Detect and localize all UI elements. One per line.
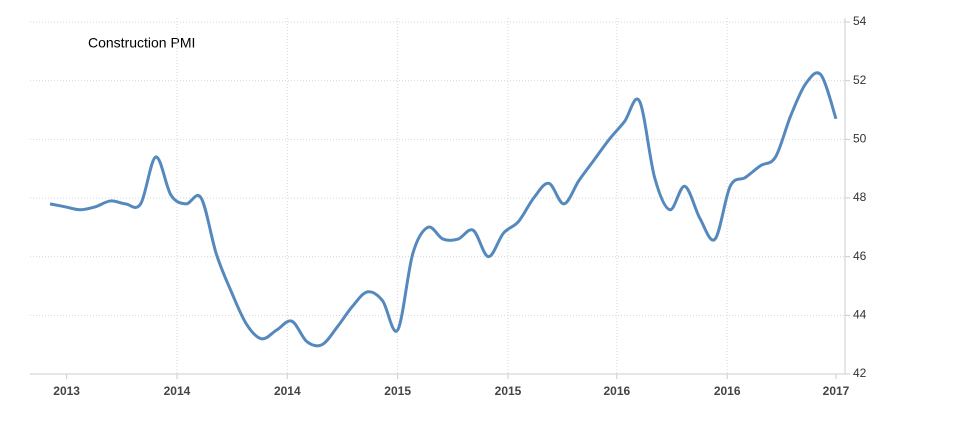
- series-line: [49, 71, 838, 348]
- y-tick-label: 54: [853, 14, 867, 28]
- x-tick-label: 2014: [274, 384, 301, 398]
- x-tick-label: 2014: [164, 384, 191, 398]
- x-tick-label: 2017: [823, 384, 850, 398]
- y-tick-label: 48: [853, 190, 867, 204]
- x-tick-label: 2013: [53, 384, 80, 398]
- y-tick-label: 52: [853, 73, 867, 87]
- x-tick-label: 2015: [384, 384, 411, 398]
- y-tick-label: 42: [853, 366, 867, 380]
- y-tick-label: 50: [853, 132, 867, 146]
- chart-title: Construction PMI: [88, 35, 195, 51]
- y-tick-label: 46: [853, 249, 867, 263]
- y-tick-label: 44: [853, 308, 867, 322]
- x-tick-label: 2016: [603, 384, 630, 398]
- x-tick-label: 2015: [495, 384, 522, 398]
- x-tick-label: 2016: [714, 384, 741, 398]
